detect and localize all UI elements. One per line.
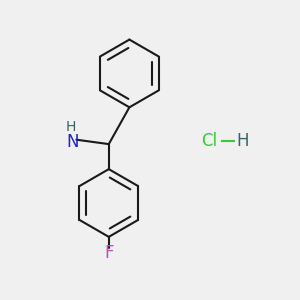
Text: Cl: Cl [201, 132, 217, 150]
Text: H: H [65, 120, 76, 134]
Text: N: N [66, 133, 79, 151]
Text: H: H [236, 132, 249, 150]
Text: F: F [104, 244, 113, 262]
